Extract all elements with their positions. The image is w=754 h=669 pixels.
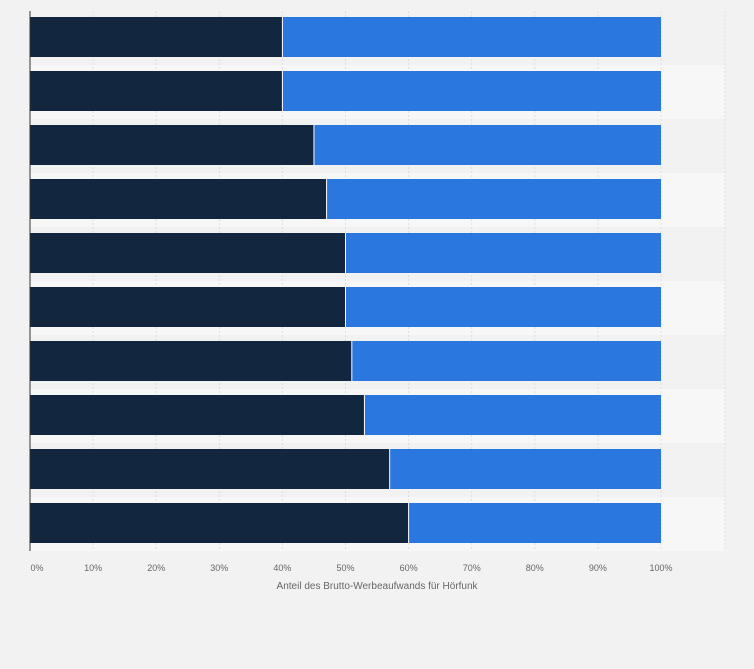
bar-segment-series-1 <box>30 125 314 165</box>
x-axis-label: Anteil des Brutto-Werbeaufwands für Hörf… <box>277 581 479 592</box>
x-tick-label: 90% <box>589 563 607 573</box>
x-tick-label: 80% <box>526 563 544 573</box>
bar-segment-series-1 <box>30 287 346 327</box>
bar-segment-series-1 <box>30 179 327 219</box>
x-tick-label: 100% <box>649 563 672 573</box>
x-tick-label: 50% <box>336 563 354 573</box>
x-tick-label: 60% <box>400 563 418 573</box>
x-tick-label: 10% <box>84 563 102 573</box>
x-tick-label: 20% <box>147 563 165 573</box>
bar-segment-series-1 <box>30 71 283 111</box>
bar-segment-series-1 <box>30 395 365 435</box>
bar-segment-series-1 <box>30 17 283 57</box>
x-axis-tick-labels: 0% 10% 20% 30% 40% 50% 60% 70% 80% 90% 100% <box>30 563 672 573</box>
bar-segment-series-1 <box>30 503 409 543</box>
bar-segment-series-2 <box>326 179 661 219</box>
x-tick-label: 40% <box>273 563 291 573</box>
bar-segment-series-2 <box>351 341 661 381</box>
bar-segment-series-2 <box>313 125 661 165</box>
bar-segment-series-1 <box>30 233 346 273</box>
x-tick-label: 30% <box>210 563 228 573</box>
bar-segment-series-2 <box>345 287 661 327</box>
bar-segment-series-2 <box>345 233 661 273</box>
bar-segment-series-2 <box>408 503 661 543</box>
bar-segment-series-1 <box>30 341 352 381</box>
bar-segment-series-2 <box>389 449 661 489</box>
bar-segment-series-1 <box>30 449 390 489</box>
x-tick-label: 70% <box>463 563 481 573</box>
x-tick-label: 0% <box>30 563 43 573</box>
bar-segment-series-2 <box>282 17 661 57</box>
bars <box>30 17 661 543</box>
bar-segment-series-2 <box>282 71 661 111</box>
bar-segment-series-2 <box>364 395 661 435</box>
